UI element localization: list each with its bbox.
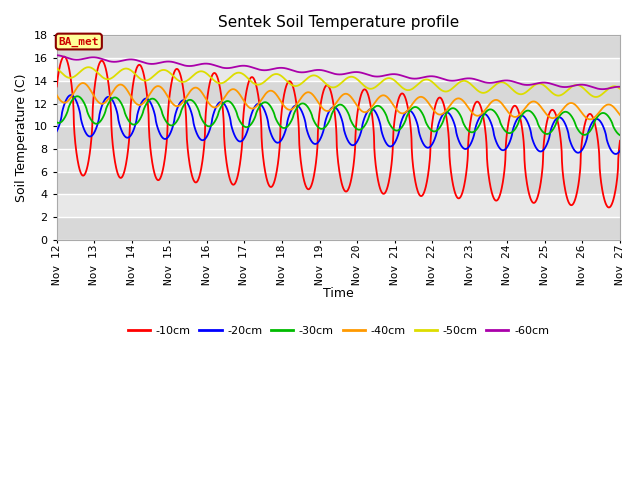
-50cm bbox=[84, 64, 92, 70]
-60cm bbox=[598, 86, 606, 92]
-20cm bbox=[612, 151, 620, 157]
-60cm bbox=[600, 86, 608, 92]
Line: -10cm: -10cm bbox=[57, 57, 620, 207]
Line: -20cm: -20cm bbox=[57, 95, 620, 154]
Line: -50cm: -50cm bbox=[57, 67, 620, 97]
Bar bbox=[57, 81, 620, 104]
Line: -30cm: -30cm bbox=[57, 96, 620, 135]
-10cm bbox=[600, 194, 607, 200]
Bar bbox=[57, 194, 620, 217]
Legend: -10cm, -20cm, -30cm, -40cm, -50cm, -60cm: -10cm, -20cm, -30cm, -40cm, -50cm, -60cm bbox=[124, 322, 554, 341]
Line: -60cm: -60cm bbox=[57, 55, 620, 89]
-20cm bbox=[600, 125, 607, 131]
-30cm bbox=[600, 110, 608, 116]
-10cm bbox=[605, 204, 613, 210]
-30cm bbox=[82, 104, 90, 109]
-20cm bbox=[327, 106, 335, 112]
-20cm bbox=[82, 130, 90, 136]
-20cm bbox=[67, 92, 75, 98]
Bar bbox=[57, 104, 620, 126]
-20cm bbox=[312, 141, 320, 147]
-60cm bbox=[600, 86, 607, 92]
Bar bbox=[57, 217, 620, 240]
-50cm bbox=[82, 65, 90, 71]
-10cm bbox=[312, 160, 320, 166]
-10cm bbox=[53, 84, 61, 89]
-40cm bbox=[312, 96, 320, 102]
-60cm bbox=[497, 78, 504, 84]
-20cm bbox=[497, 146, 504, 152]
-60cm bbox=[616, 84, 624, 90]
-40cm bbox=[53, 92, 61, 98]
Text: BA_met: BA_met bbox=[59, 36, 99, 47]
-30cm bbox=[497, 120, 504, 126]
-60cm bbox=[312, 67, 319, 73]
-10cm bbox=[600, 195, 608, 201]
-30cm bbox=[600, 110, 607, 116]
-30cm bbox=[327, 114, 335, 120]
-40cm bbox=[82, 81, 90, 87]
Bar bbox=[57, 58, 620, 81]
Bar bbox=[57, 36, 620, 58]
-60cm bbox=[53, 52, 61, 58]
-40cm bbox=[586, 117, 594, 122]
-60cm bbox=[82, 56, 90, 61]
-60cm bbox=[327, 70, 335, 75]
Title: Sentek Soil Temperature profile: Sentek Soil Temperature profile bbox=[218, 15, 459, 30]
-50cm bbox=[600, 90, 608, 96]
-50cm bbox=[616, 86, 624, 92]
-50cm bbox=[327, 84, 335, 90]
-40cm bbox=[600, 104, 608, 109]
Bar bbox=[57, 172, 620, 194]
-50cm bbox=[53, 65, 61, 71]
-20cm bbox=[600, 125, 608, 131]
-40cm bbox=[327, 107, 335, 112]
-40cm bbox=[497, 99, 504, 105]
-30cm bbox=[53, 120, 61, 125]
-10cm bbox=[82, 169, 90, 175]
-40cm bbox=[616, 112, 624, 118]
-20cm bbox=[616, 148, 624, 154]
-30cm bbox=[312, 121, 320, 127]
-40cm bbox=[600, 104, 608, 109]
-10cm bbox=[327, 89, 335, 95]
-30cm bbox=[74, 94, 81, 99]
Bar bbox=[57, 149, 620, 172]
-30cm bbox=[616, 132, 624, 138]
-50cm bbox=[600, 90, 608, 96]
-50cm bbox=[497, 79, 504, 85]
X-axis label: Time: Time bbox=[323, 288, 354, 300]
-40cm bbox=[79, 80, 87, 86]
Line: -40cm: -40cm bbox=[57, 83, 620, 120]
Y-axis label: Soil Temperature (C): Soil Temperature (C) bbox=[15, 73, 28, 202]
-50cm bbox=[592, 94, 600, 100]
Bar bbox=[57, 126, 620, 149]
-10cm bbox=[60, 54, 68, 60]
-10cm bbox=[497, 190, 504, 196]
-50cm bbox=[312, 73, 320, 79]
-20cm bbox=[53, 128, 61, 134]
-10cm bbox=[616, 138, 624, 144]
